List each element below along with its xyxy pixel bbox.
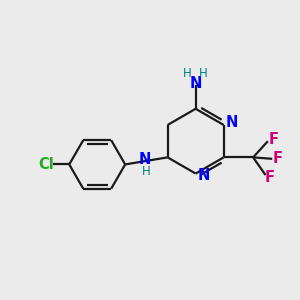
- Text: H: H: [183, 67, 192, 80]
- Text: N: N: [198, 168, 210, 183]
- Text: H: H: [142, 165, 151, 178]
- Text: F: F: [268, 132, 278, 147]
- Text: Cl: Cl: [38, 157, 54, 172]
- Text: N: N: [190, 76, 202, 91]
- Text: F: F: [273, 151, 283, 166]
- Text: F: F: [265, 170, 275, 185]
- Text: N: N: [139, 152, 152, 167]
- Text: H: H: [199, 67, 208, 80]
- Text: N: N: [226, 115, 238, 130]
